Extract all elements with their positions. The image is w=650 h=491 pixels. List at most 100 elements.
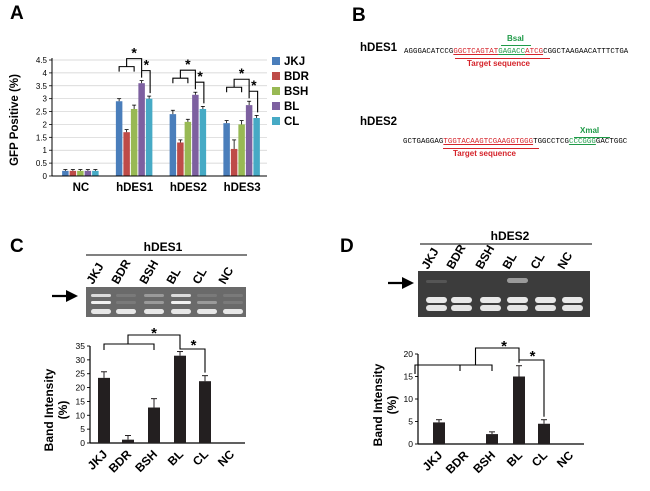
chart-a-ytick-label: 4.5 (36, 56, 48, 65)
hdes2-seq-xmai: CCCGGG (568, 138, 596, 146)
chart-c-ytick-label: 5 (80, 424, 85, 434)
chart-c-xtick-label: BL (165, 447, 186, 468)
hdes2-sequence: GCTGAGGAGTGGTACAAGTCGAAGGTGGGTGGCCTCGCCC… (403, 138, 627, 146)
chart-c-bar (148, 407, 160, 443)
chart-a-bar (192, 94, 199, 176)
chart-c-xtick-label: BSH (132, 447, 160, 475)
chart-a-bar (138, 83, 145, 176)
xmai-site-label: XmaI (580, 126, 600, 135)
chart-d-xtick-label: CL (529, 448, 550, 469)
chart-d-bar (538, 423, 550, 444)
gel-c-hdes1: hDES1 JKJBDRBSHBLCLNCJKJBDRBSHBLCLNC (0, 230, 247, 317)
chart-c-xtick-label: JKJ (85, 447, 110, 472)
arrow-right-icon (52, 290, 78, 302)
panel-letter-c: C (10, 236, 24, 257)
chart-d-xtick-label: BDR (443, 448, 472, 477)
chart-a-bar (230, 148, 238, 176)
chart-a-significance-star: * (239, 65, 245, 81)
gel-band (197, 309, 217, 314)
chart-a-xtick-label: hDES2 (170, 182, 207, 194)
gel-d-lane-label: JKJ (418, 245, 441, 271)
hdes2-seq-flank-right: GACTGGC (595, 138, 628, 146)
gel-c-lane-label: NC (215, 264, 236, 286)
gel-band (197, 301, 217, 304)
chart-c-ytick-label: 0 (80, 438, 85, 448)
chart-a-legend-label: JKJ (284, 56, 305, 68)
chart-a-bar (130, 108, 138, 176)
gel-c-lane-label: BL (163, 266, 183, 287)
panel-letter-b: B (352, 5, 366, 26)
chart-a-bracket-outer (118, 58, 143, 78)
gel-d-lane-label: BDR (443, 242, 468, 272)
gel-d-lane-label: NC (554, 249, 575, 271)
chart-c-ytick-label: 35 (76, 341, 86, 351)
hdes1-target-label: Target sequence (467, 59, 530, 68)
gel-d-band (535, 297, 556, 303)
chart-a-legend-label: BSH (284, 86, 308, 98)
gel-d-band (562, 305, 583, 311)
panel-letter-a: A (10, 3, 24, 24)
gel-c-image (86, 287, 246, 317)
gel-c-lane-label: BDR (108, 257, 133, 287)
chart-a-bar (62, 170, 69, 176)
gel-d-band (480, 297, 501, 303)
gel-c-lane-label: BSH (136, 258, 161, 287)
gel-d-band (480, 305, 501, 311)
chart-a-ytick-label: 1 (43, 146, 48, 155)
chart-d-xtick-label: JKJ (420, 448, 445, 473)
hdes2-seq-target: TGGTACAAGTCGAAGGTGGG (443, 138, 534, 146)
chart-c-ytick-label: 15 (76, 396, 86, 406)
chart-d-bar (513, 376, 525, 444)
chart-a-bar (145, 98, 153, 176)
gel-d-lane-label: BL (499, 251, 519, 272)
chart-a-bar (177, 142, 184, 176)
panel-letter-d: D (340, 236, 354, 257)
chart-c-xtick-label: BDR (106, 447, 135, 476)
gel-band (144, 294, 164, 297)
arrow-right-icon (388, 277, 414, 289)
gel-band (223, 309, 243, 314)
chart-a-bar (223, 123, 230, 176)
chart-a-bracket-inner (141, 70, 151, 94)
bsai-site-label: BsaI (507, 34, 524, 43)
chart-a-ylabel: GFP Positive (%) (9, 74, 21, 166)
chart-a-ytick-label: 1.5 (36, 133, 48, 142)
hdes1-seq-flank-left: AGGGACATCCG (404, 48, 454, 56)
gel-d-hdes2: hDES2 JKJ BDR BSH BL CL NC (388, 230, 592, 317)
chart-a-ytick-label: 0.5 (36, 159, 48, 168)
chart-d-xtick-label: BL (504, 448, 525, 469)
chart-a-significance-star: * (185, 56, 191, 72)
chart-d-ytick-label: 5 (408, 417, 413, 427)
chart-a-bracket-outer (172, 69, 196, 90)
chart-c-xtick-label: NC (215, 447, 237, 469)
chart-a-bar (169, 114, 177, 176)
chart-a-legend-swatch (272, 87, 280, 95)
chart-a-legend-swatch (272, 72, 280, 80)
chart-a-bar (245, 105, 253, 176)
chart-a-bar (123, 132, 130, 176)
chart-a-significance-star: * (197, 68, 203, 84)
chart-a-significance-star: * (131, 45, 137, 61)
chart-a-bar (69, 170, 77, 176)
gel-band (144, 309, 164, 314)
gel-c-lane-label: JKJ (83, 260, 106, 286)
chart-d-ytick-label: 10 (404, 394, 414, 404)
chart-a-significance-star: * (144, 57, 150, 73)
gel-c-title: hDES1 (144, 240, 183, 254)
hdes1-title: hDES1 (360, 42, 398, 54)
chart-c-ytick-label: 10 (76, 410, 86, 420)
gel-d-band (451, 305, 472, 311)
xmai-site-line (574, 137, 610, 138)
gel-d-band (535, 305, 556, 311)
chart-a-xtick-label: hDES3 (224, 182, 261, 194)
chart-d-ytick-label: 0 (408, 439, 413, 449)
chart-c-band-intensity: 0 5 10 15 20 25 30 35 * * Band Intensity (%) JKJ… (42, 325, 245, 476)
chart-c-ylabel-line1: Band Intensity (42, 368, 56, 451)
gel-d-band (426, 305, 447, 311)
chart-a-ytick-label: 3 (43, 95, 48, 104)
chart-d-ylabel-line2: (%) (385, 396, 399, 415)
chart-c-bracket-outer (103, 334, 181, 350)
gel-band (171, 309, 191, 314)
hdes2-seq-flank-left: GCTGAGGAG (403, 138, 444, 146)
